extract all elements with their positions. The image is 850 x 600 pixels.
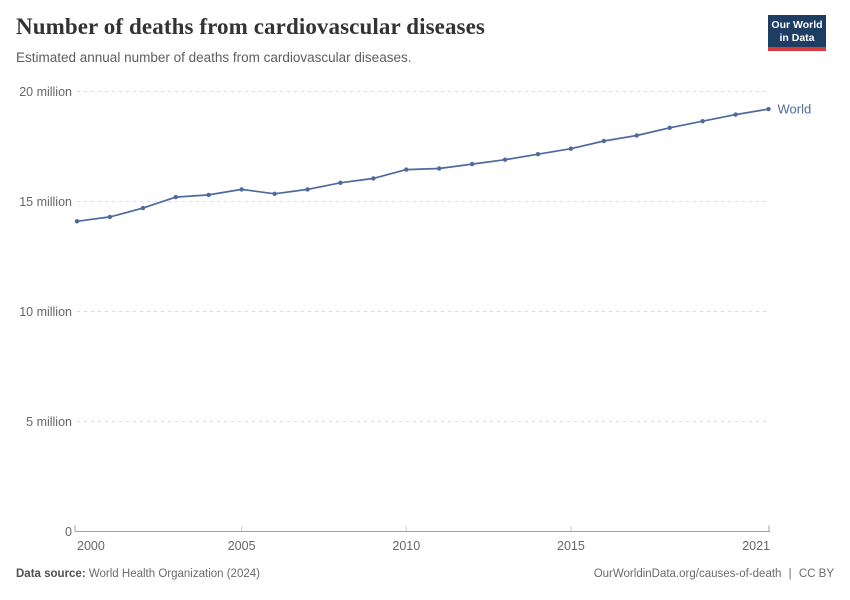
data-point: [667, 125, 672, 130]
data-point: [700, 119, 705, 124]
owid-logo-line2: in Data: [779, 31, 815, 44]
world-series-line: [76, 108, 770, 223]
y-axis-tick-label: 10 million: [19, 305, 72, 319]
owid-url-link[interactable]: OurWorldinData.org/causes-of-death: [593, 568, 782, 580]
data-point: [634, 133, 639, 138]
separator: |: [788, 568, 792, 580]
chart-header: Number of deaths from cardiovascular dis…: [16, 14, 834, 65]
data-point: [140, 205, 146, 211]
data-point: [74, 219, 80, 224]
data-point: [338, 180, 343, 185]
attribution: OurWorldinData.org/causes-of-death | CC …: [594, 568, 834, 580]
x-axis-tick-label: 2021: [742, 539, 770, 553]
owid-logo: Our World in Data: [768, 15, 826, 51]
data-point: [305, 187, 310, 192]
data-point: [766, 106, 771, 112]
x-axis-tick-label: 2010: [392, 539, 420, 553]
data-point: [107, 214, 113, 220]
chart-subtitle: Estimated annual number of deaths from c…: [16, 50, 412, 66]
x-axis-tick-label: 2015: [557, 539, 585, 553]
data-point: [601, 138, 607, 144]
license-label: CC BY: [798, 568, 834, 580]
data-point: [371, 176, 376, 181]
data-source-value: World Health Organization (2024): [88, 568, 260, 580]
data-source: Data source: World Health Organization (…: [16, 568, 260, 580]
data-point: [568, 146, 574, 151]
y-axis-tick-label: 20 million: [19, 85, 72, 99]
data-point: [535, 152, 541, 157]
data-point: [437, 166, 442, 171]
x-axis-tick-label: 2000: [77, 539, 105, 553]
y-axis-tick-label: 15 million: [19, 195, 72, 209]
data-point: [239, 187, 244, 192]
chart-footer: Data source: World Health Organization (…: [16, 568, 834, 580]
data-point: [173, 194, 178, 200]
owid-logo-line1: Our World: [771, 19, 823, 31]
data-point: [272, 191, 277, 196]
data-point: [502, 157, 508, 162]
series-end-label-world: World: [778, 102, 812, 117]
data-point: [733, 112, 738, 117]
y-axis-tick-label: 0: [65, 525, 72, 539]
data-point: [404, 167, 409, 172]
page-title: Number of deaths from cardiovascular dis…: [16, 14, 485, 39]
data-point: [206, 192, 211, 198]
data-source-label: Data source:: [16, 568, 86, 580]
y-axis-tick-label: 5 million: [26, 415, 72, 429]
x-axis-tick-label: 2005: [228, 539, 256, 553]
data-point: [469, 161, 475, 167]
